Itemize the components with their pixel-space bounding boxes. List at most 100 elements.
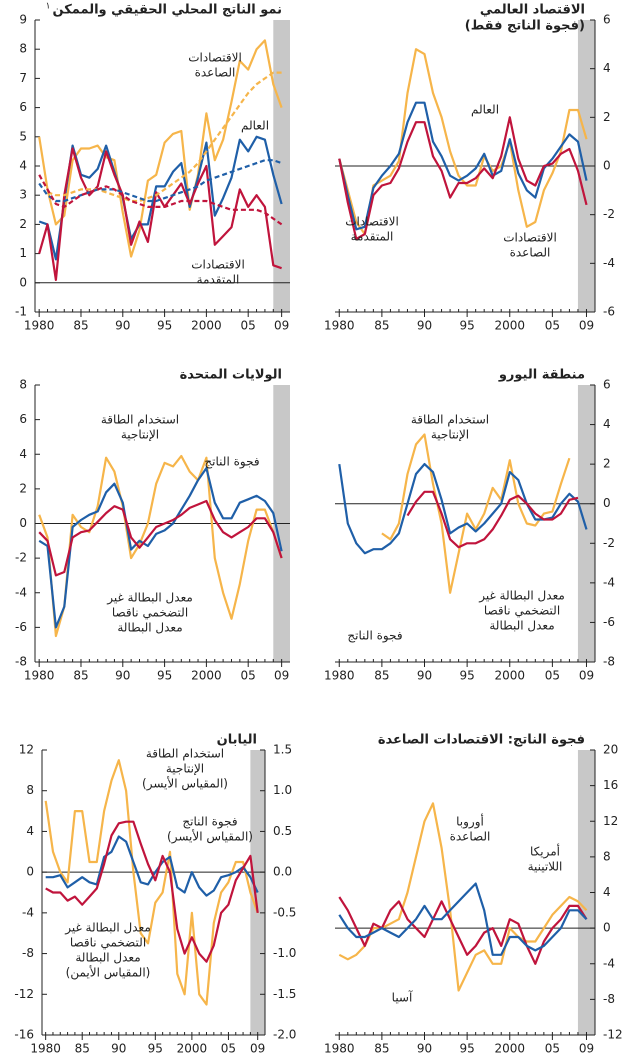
panel-title: منطقة اليورو [498, 368, 585, 383]
series-line [38, 499, 283, 577]
y-tick-label: -8 [15, 655, 27, 669]
series-line [338, 116, 588, 241]
series-label: الصاعدة [450, 830, 491, 844]
x-tick-label: 05 [545, 1042, 560, 1056]
series-line [38, 39, 283, 258]
y-tick-label: -1.0 [273, 946, 296, 960]
y-tick-label: 1.0 [273, 783, 292, 797]
y-tick-label: 1.5 [273, 743, 292, 757]
x-tick-label: 2000 [191, 669, 222, 683]
panel-title: فجوة الناتج: الاقتصادات الصاعدة [378, 733, 585, 748]
y-tick-label: 0.5 [273, 824, 292, 838]
x-tick-label: 95 [459, 1042, 474, 1056]
y-tick-label: 4 [603, 885, 611, 899]
x-tick-label: 95 [157, 319, 172, 333]
x-tick-label: 90 [115, 319, 130, 333]
panel-title: الاقتصاد العالمي [480, 3, 585, 18]
series-line [38, 467, 283, 629]
y-tick-label: -2 [603, 536, 615, 550]
series-line [381, 433, 571, 594]
y-tick-label: 0 [19, 275, 27, 289]
potential-line [38, 159, 282, 203]
x-tick-label: 95 [157, 669, 172, 683]
x-tick-label: 85 [73, 669, 88, 683]
series-label: أمريكا [530, 844, 560, 860]
x-tick-label: 09 [579, 319, 594, 333]
series-line [45, 835, 259, 897]
series-label: (المقياس الأيسر) [167, 829, 253, 845]
series-line [338, 48, 588, 236]
y-tick-label: -1.5 [273, 987, 296, 1001]
y-tick-label: 3 [19, 188, 27, 202]
x-tick-label: 90 [115, 669, 130, 683]
y-tick-label: -2.0 [273, 1028, 296, 1042]
x-tick-label: 09 [579, 1042, 594, 1056]
x-tick-label: 05 [221, 1042, 236, 1056]
y-tick-label: -6 [603, 615, 615, 629]
y-tick-label: 0 [26, 865, 34, 879]
series-label: العالم [241, 119, 269, 133]
series-label: معدل البطالة [117, 621, 182, 635]
x-tick-label: 09 [274, 319, 289, 333]
y-tick-label: 12 [19, 743, 34, 757]
y-tick-label: 8 [26, 783, 34, 797]
series-line [45, 820, 259, 963]
y-tick-label: -2 [15, 551, 27, 565]
series-line [338, 463, 588, 555]
potential-line [47, 71, 282, 203]
x-tick-label: 2000 [177, 1042, 208, 1056]
series-label: استخدام الطاقة [101, 413, 179, 427]
series-line [44, 759, 259, 1006]
y-tick-label: 4 [19, 159, 27, 173]
y-tick-label: -6 [603, 305, 615, 319]
y-tick-label: -12 [14, 987, 34, 1001]
series-line [38, 147, 282, 281]
y-tick-label: 4 [26, 824, 34, 838]
x-tick-label: 90 [111, 1042, 126, 1056]
x-tick-label: 85 [73, 319, 88, 333]
series-label: العالم [471, 103, 499, 117]
y-tick-label: -12 [603, 1028, 623, 1042]
x-tick-label: 85 [75, 1042, 90, 1056]
series-line [338, 882, 588, 956]
series-label: الإنتاجية [166, 762, 204, 776]
series-label: معدل البطالة غير [106, 591, 193, 606]
y-tick-label: 2 [603, 457, 611, 471]
y-tick-label: 8 [603, 849, 611, 863]
y-tick-label: -16 [14, 1028, 34, 1042]
x-tick-label: 05 [241, 669, 256, 683]
series-line [406, 490, 579, 549]
x-tick-label: 1980 [30, 1042, 61, 1056]
series-label: آسيا [392, 990, 413, 1005]
series-label: استخدام الطاقة [411, 413, 489, 427]
x-tick-label: 95 [459, 669, 474, 683]
y-tick-label: -4 [603, 575, 615, 589]
panel-subtitle: (فجوة الناتج فقط) [465, 19, 585, 34]
y-tick-label: 7 [19, 71, 27, 85]
y-tick-label: -4 [15, 585, 27, 599]
series-label: استخدام الطاقة [146, 747, 224, 761]
potential-line [38, 174, 283, 226]
title-note: ١ [46, 2, 51, 12]
y-tick-label: 0 [603, 159, 611, 173]
series-line [38, 454, 283, 638]
x-tick-label: 1980 [324, 1042, 355, 1056]
series-label: الاقتصادات [191, 258, 245, 272]
y-tick-label: 0 [603, 921, 611, 935]
y-tick-label: 5 [19, 129, 27, 143]
x-tick-label: 95 [459, 319, 474, 333]
x-tick-label: 1980 [324, 319, 355, 333]
y-tick-label: 4 [603, 417, 611, 431]
series-line [338, 896, 588, 965]
series-label: أوروبا [456, 814, 484, 830]
series-label: معدل البطالة غير [478, 589, 565, 604]
x-tick-label: 90 [417, 669, 432, 683]
series-label: معدل البطالة [75, 951, 140, 965]
x-tick-label: 85 [374, 669, 389, 683]
series-label: اللاتينية [528, 860, 563, 874]
y-tick-label: 4 [19, 447, 27, 461]
y-tick-label: 6 [19, 412, 27, 426]
x-tick-label: 2000 [494, 669, 525, 683]
